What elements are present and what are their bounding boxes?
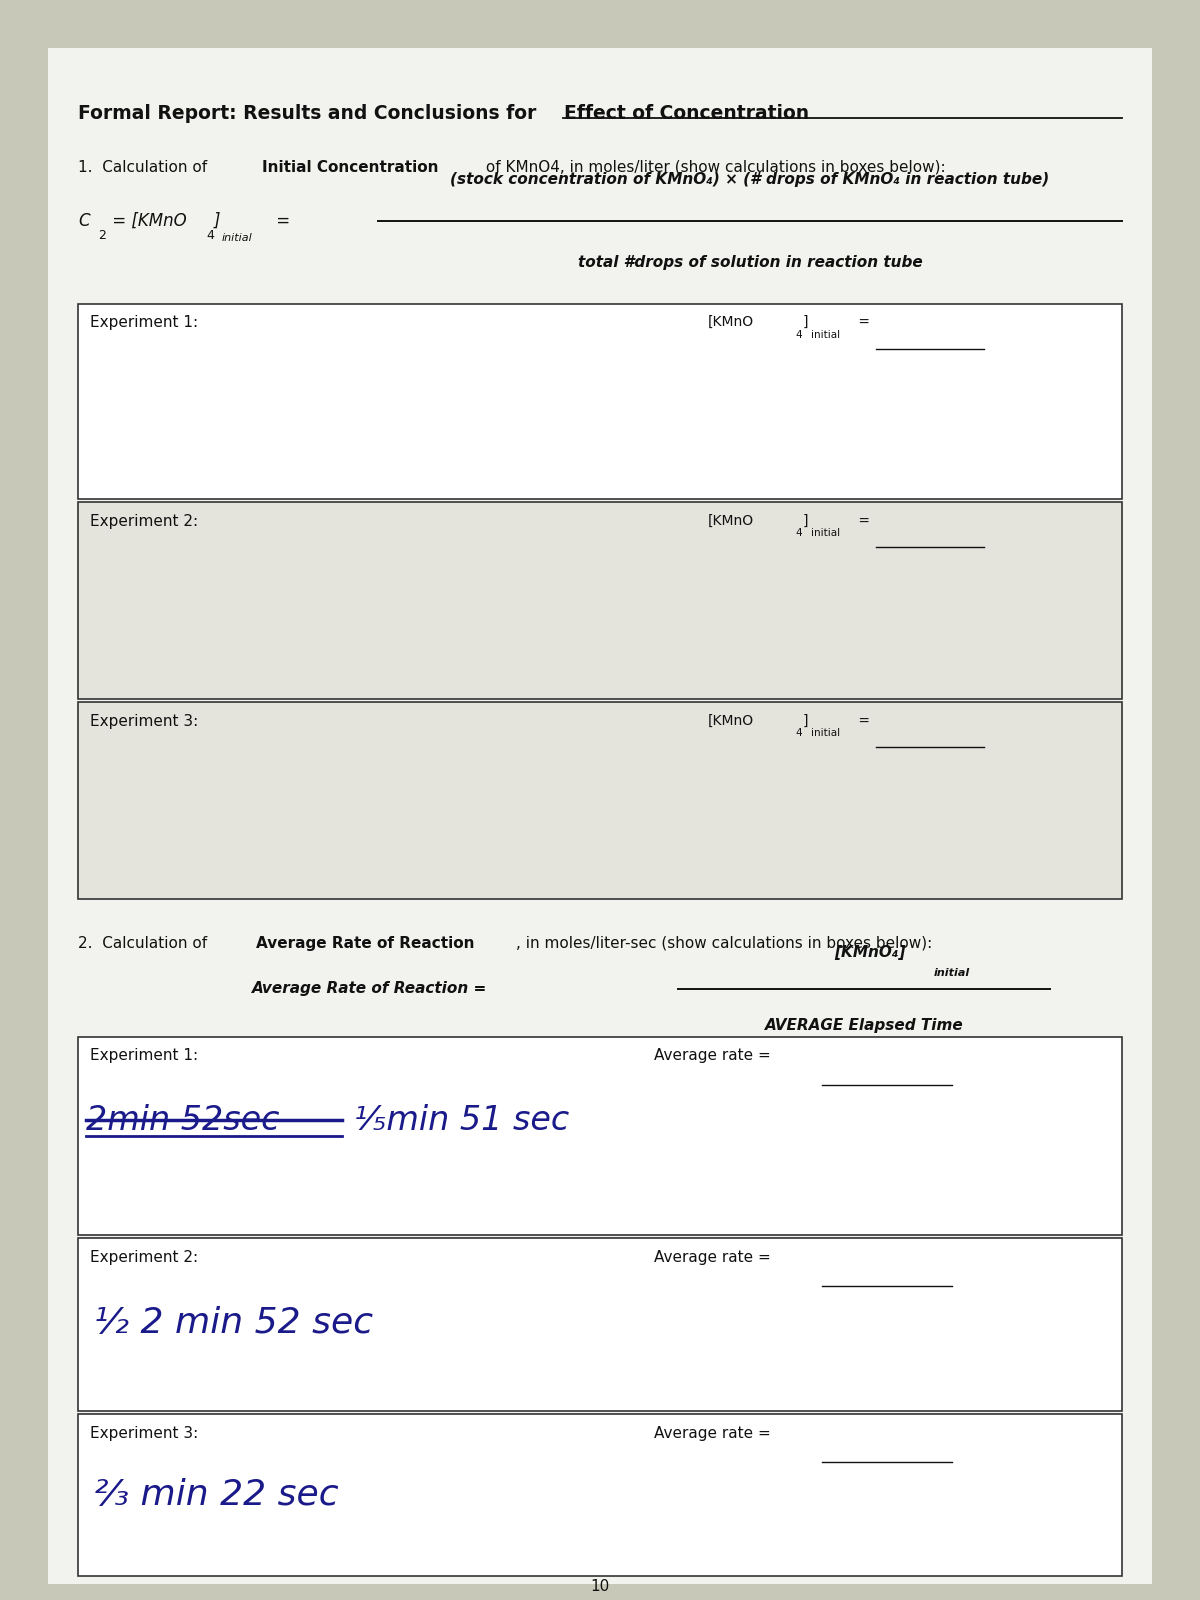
Text: Experiment 1:: Experiment 1: [90, 315, 198, 330]
Text: =: = [854, 315, 875, 330]
Text: 4: 4 [796, 330, 803, 339]
Text: Average Rate of Reaction: Average Rate of Reaction [256, 936, 474, 950]
Text: total #drops of solution in reaction tube: total #drops of solution in reaction tub… [577, 254, 923, 270]
Text: [KMnO: [KMnO [708, 514, 754, 528]
Text: 4: 4 [796, 728, 803, 738]
Text: [KMnO₄]: [KMnO₄] [834, 944, 906, 960]
Text: 4: 4 [206, 229, 215, 242]
FancyBboxPatch shape [78, 1238, 1122, 1411]
Text: ¹⁄₂ 2 min 52 sec: ¹⁄₂ 2 min 52 sec [94, 1306, 373, 1339]
FancyBboxPatch shape [48, 48, 1152, 1584]
Text: [KMnO: [KMnO [708, 315, 754, 330]
Text: 2.  Calculation of: 2. Calculation of [78, 936, 212, 950]
Text: Effect of Concentration: Effect of Concentration [564, 104, 809, 123]
FancyBboxPatch shape [78, 1037, 1122, 1235]
Text: ¹⁄₅min 51 sec: ¹⁄₅min 51 sec [354, 1104, 569, 1138]
Text: Average Rate of Reaction =: Average Rate of Reaction = [252, 981, 492, 997]
Text: 4: 4 [796, 528, 803, 538]
Text: of KMnO4, in moles/liter (show calculations in boxes below):: of KMnO4, in moles/liter (show calculati… [481, 160, 946, 174]
Text: Average rate =: Average rate = [654, 1048, 775, 1062]
Text: initial: initial [811, 330, 840, 339]
FancyBboxPatch shape [78, 1414, 1122, 1576]
Text: Experiment 2:: Experiment 2: [90, 1250, 198, 1264]
Text: (stock concentration of KMnO₄) × (# drops of KMnO₄ in reaction tube): (stock concentration of KMnO₄) × (# drop… [450, 171, 1050, 187]
Text: Experiment 2:: Experiment 2: [90, 514, 198, 528]
Text: initial: initial [811, 728, 840, 738]
Text: ]: ] [803, 514, 809, 528]
Text: initial: initial [934, 968, 970, 978]
Text: Average rate =: Average rate = [654, 1426, 775, 1440]
Text: Average rate =: Average rate = [654, 1250, 775, 1264]
FancyBboxPatch shape [78, 502, 1122, 699]
Text: 1.  Calculation of: 1. Calculation of [78, 160, 212, 174]
Text: Initial Concentration: Initial Concentration [262, 160, 438, 174]
Text: initial: initial [811, 528, 840, 538]
Text: = [KMnO: = [KMnO [107, 211, 186, 230]
Text: ]: ] [803, 315, 809, 330]
Text: 2min 52sec: 2min 52sec [86, 1104, 280, 1138]
Text: Experiment 3:: Experiment 3: [90, 1426, 198, 1440]
FancyBboxPatch shape [78, 702, 1122, 899]
Text: ]: ] [803, 714, 809, 728]
Text: initial: initial [222, 234, 253, 243]
Text: [KMnO: [KMnO [708, 714, 754, 728]
Text: AVERAGE Elapsed Time: AVERAGE Elapsed Time [764, 1018, 964, 1034]
Text: C: C [78, 211, 90, 230]
Text: Formal Report: Results and Conclusions for: Formal Report: Results and Conclusions f… [78, 104, 542, 123]
Text: 2: 2 [98, 229, 107, 242]
Text: =: = [854, 514, 875, 528]
FancyBboxPatch shape [78, 304, 1122, 499]
Text: Experiment 3:: Experiment 3: [90, 714, 198, 728]
Text: Experiment 1:: Experiment 1: [90, 1048, 198, 1062]
Text: ]: ] [214, 211, 220, 230]
Text: 10: 10 [590, 1579, 610, 1594]
Text: , in moles/liter-sec (show calculations in boxes below):: , in moles/liter-sec (show calculations … [516, 936, 932, 950]
Text: =: = [271, 211, 290, 230]
Text: ²⁄₃ min 22 sec: ²⁄₃ min 22 sec [94, 1478, 338, 1512]
Text: =: = [854, 714, 875, 728]
